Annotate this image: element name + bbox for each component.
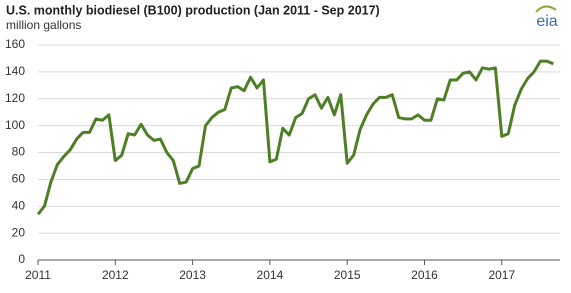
x-tick-label: 2015 — [334, 268, 361, 282]
x-tick-label: 2014 — [257, 268, 284, 282]
y-tick-label: 60 — [12, 172, 26, 186]
y-tick-label: 140 — [5, 64, 25, 78]
x-tick-label: 2016 — [411, 268, 438, 282]
x-tick-label: 2011 — [25, 268, 51, 282]
y-tick-label: 20 — [12, 225, 26, 239]
y-tick-label: 160 — [5, 37, 25, 51]
logo-text: eia — [536, 13, 557, 30]
x-tick-label: 2012 — [102, 268, 129, 282]
logo-arc — [535, 5, 557, 13]
y-tick-label: 120 — [5, 91, 25, 105]
y-tick-label: 0 — [18, 252, 25, 266]
x-tick-label: 2017 — [488, 268, 515, 282]
series-line — [36, 59, 554, 216]
y-tick-label: 80 — [12, 145, 26, 159]
x-tick-label: 2013 — [179, 268, 206, 282]
chart-title: U.S. monthly biodiesel (B100) production… — [6, 3, 380, 17]
chart-subtitle: million gallons — [6, 18, 81, 32]
logo: eia — [535, 5, 558, 30]
y-tick-label: 40 — [12, 198, 26, 212]
y-tick-label: 100 — [5, 118, 25, 132]
